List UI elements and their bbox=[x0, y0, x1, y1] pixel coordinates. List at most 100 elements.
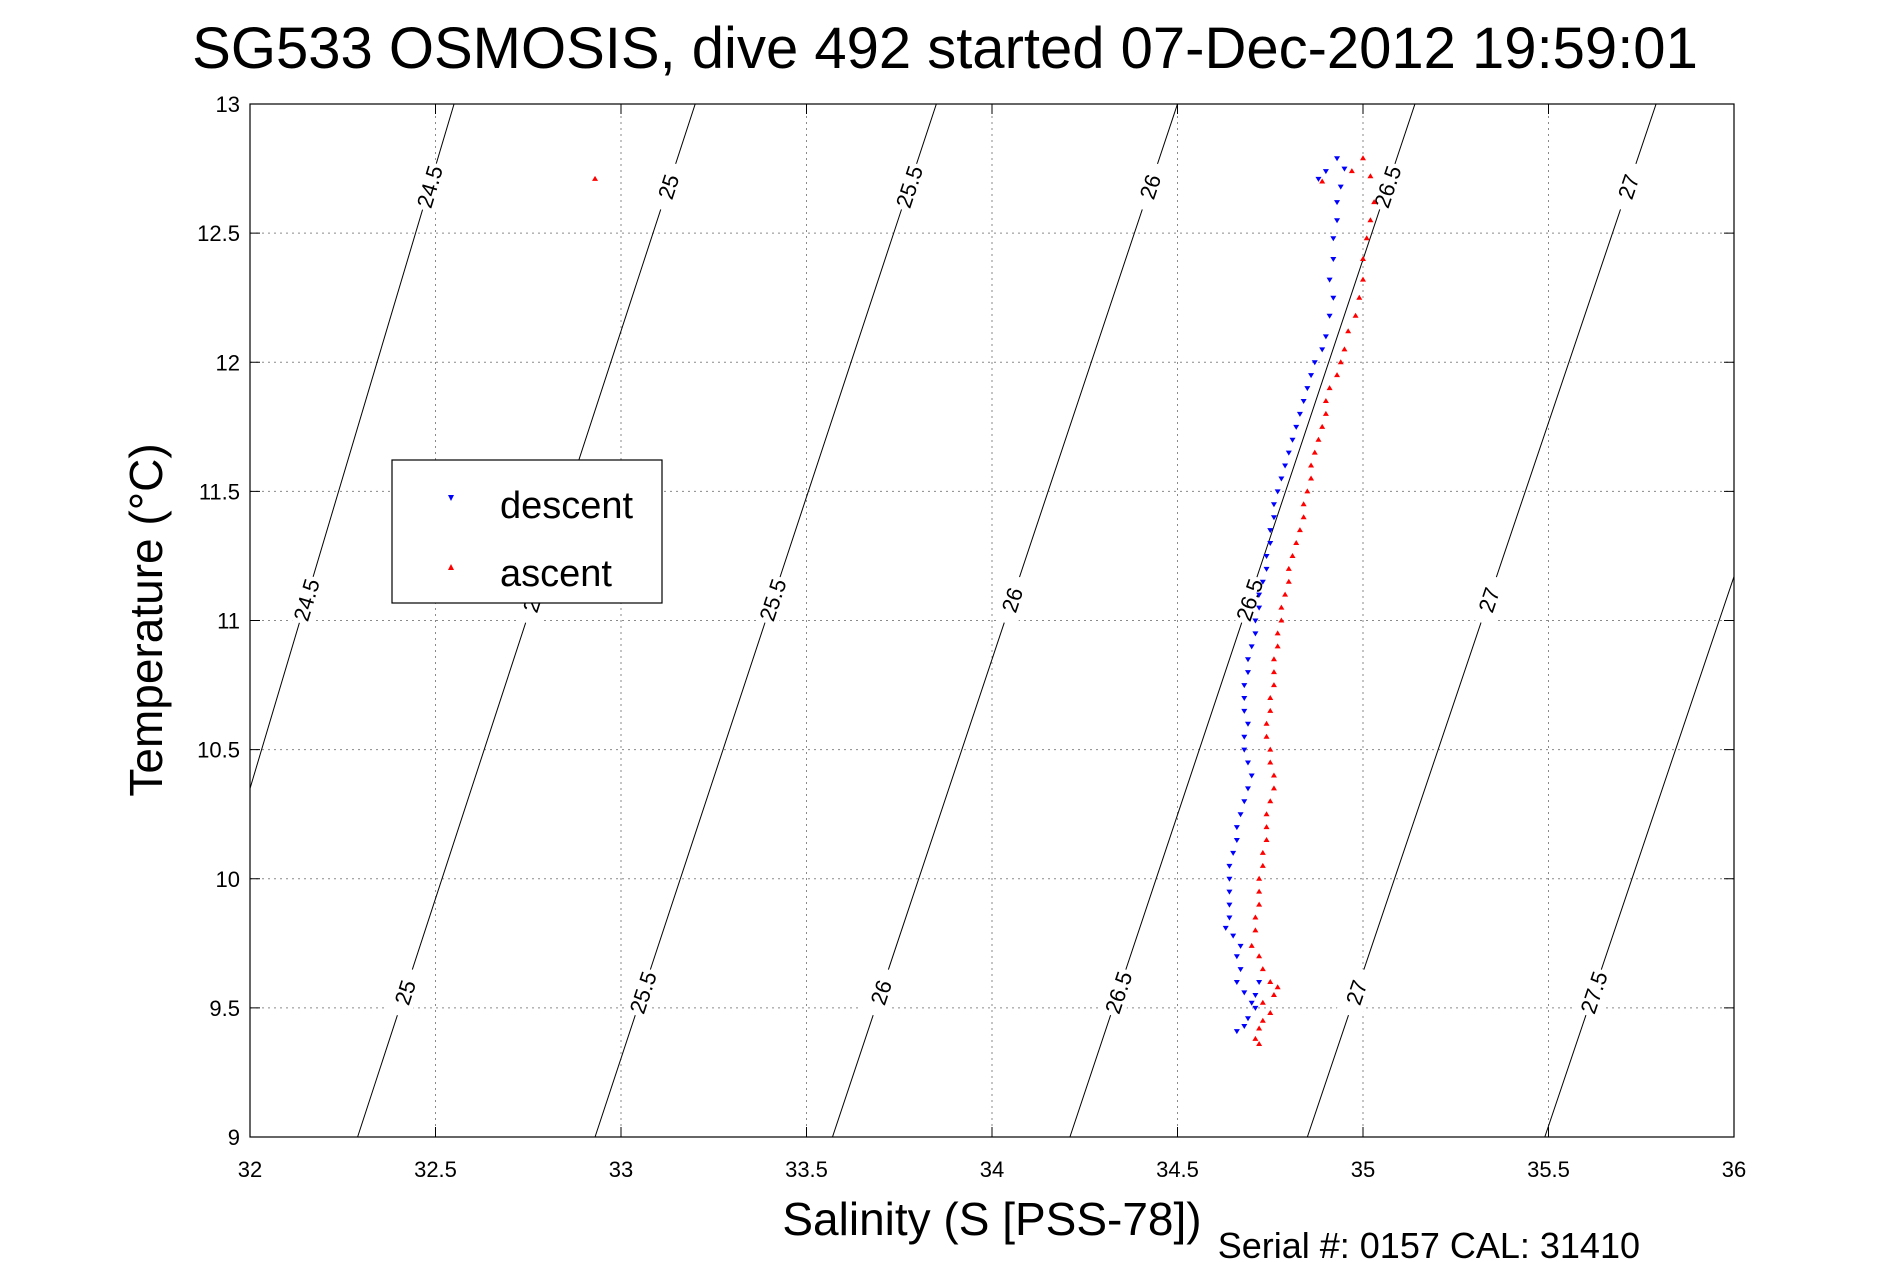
descent-series bbox=[1222, 156, 1348, 1035]
contour-label-bg bbox=[752, 572, 793, 627]
ascent-point bbox=[1270, 656, 1277, 662]
ascent-point bbox=[1319, 423, 1326, 429]
descent-point bbox=[1233, 1029, 1240, 1035]
descent-point bbox=[1230, 933, 1237, 939]
ascent-point bbox=[1252, 927, 1259, 933]
ascent-point bbox=[1367, 173, 1374, 179]
descent-point bbox=[1252, 992, 1259, 998]
descent-point bbox=[1226, 889, 1233, 895]
ascent-point bbox=[1289, 552, 1296, 558]
contour-label-bg bbox=[648, 159, 689, 214]
ascent-point bbox=[1259, 1017, 1266, 1023]
descent-point bbox=[1256, 980, 1263, 986]
descent-point bbox=[1241, 799, 1248, 805]
descent-point bbox=[1282, 463, 1289, 469]
descent-point bbox=[1248, 644, 1255, 650]
ascent-point bbox=[1371, 199, 1378, 205]
descent-point bbox=[1222, 925, 1229, 931]
ascent-point bbox=[1282, 591, 1289, 597]
legend: descent ascent bbox=[391, 459, 663, 604]
y-tick-label: 11.5 bbox=[199, 479, 240, 504]
descent-point bbox=[1259, 579, 1266, 585]
descent-point bbox=[1293, 424, 1300, 430]
chart-title: SG533 OSMOSIS, dive 492 started 07-Dec-2… bbox=[192, 16, 1698, 81]
ascent-point bbox=[1267, 707, 1274, 713]
ascent-point bbox=[1308, 475, 1315, 481]
descent-point bbox=[1319, 347, 1326, 353]
y-tick-label: 9 bbox=[228, 1125, 240, 1150]
descent-point bbox=[1244, 721, 1251, 727]
descent-point bbox=[1241, 734, 1248, 740]
descent-point bbox=[1322, 169, 1329, 175]
y-tick-label: 12 bbox=[216, 350, 240, 375]
ascent-point bbox=[1259, 966, 1266, 972]
ascent-point bbox=[1278, 617, 1285, 623]
contour-label-bg bbox=[1336, 965, 1377, 1020]
descent-point bbox=[1233, 980, 1240, 986]
ascent-point bbox=[1319, 178, 1326, 184]
descent-point bbox=[1300, 398, 1307, 404]
y-tick-label: 11 bbox=[217, 609, 240, 634]
descent-point bbox=[1241, 695, 1248, 701]
x-axis-label: Salinity (S [PSS-78]) bbox=[782, 1193, 1201, 1245]
ascent-point bbox=[1274, 643, 1281, 649]
ascent-point bbox=[1267, 798, 1274, 804]
ascent-point bbox=[1256, 875, 1263, 881]
ascent-point bbox=[1267, 694, 1274, 700]
ascent-point bbox=[1252, 1035, 1259, 1041]
legend-ascent-label: ascent bbox=[500, 553, 612, 595]
descent-point bbox=[1330, 236, 1337, 242]
contour-label-bg bbox=[1129, 159, 1170, 214]
ascent-point bbox=[1256, 888, 1263, 894]
descent-point bbox=[1308, 373, 1315, 379]
ascent-point bbox=[1304, 488, 1311, 494]
legend-descent-label: descent bbox=[500, 485, 634, 527]
ascent-point bbox=[1360, 255, 1366, 261]
legend-box bbox=[391, 459, 663, 604]
descent-point bbox=[1285, 450, 1292, 456]
descent-point bbox=[1263, 553, 1270, 559]
ascent-point bbox=[1360, 155, 1366, 161]
ascent-point bbox=[1278, 604, 1285, 610]
descent-point bbox=[1304, 386, 1311, 392]
descent-point bbox=[1226, 902, 1233, 908]
descent-point bbox=[1311, 360, 1318, 366]
descent-point bbox=[1248, 773, 1255, 779]
legend-descent-marker bbox=[448, 495, 454, 501]
ascent-point bbox=[1263, 733, 1270, 739]
contour-label-bg bbox=[1229, 572, 1270, 627]
contour-label-bg bbox=[860, 965, 901, 1020]
descent-point bbox=[1241, 683, 1248, 689]
ascent-point bbox=[1285, 565, 1292, 571]
legend-ascent-marker bbox=[448, 564, 454, 570]
ascent-point bbox=[1360, 276, 1366, 282]
ascent-point bbox=[1248, 942, 1255, 948]
data-layer bbox=[592, 155, 1378, 1047]
descent-point bbox=[1270, 502, 1277, 508]
x-tick-label: 34.5 bbox=[1156, 1157, 1199, 1182]
descent-point bbox=[1230, 850, 1237, 856]
descent-point bbox=[1274, 489, 1281, 495]
descent-point bbox=[1252, 1005, 1259, 1011]
descent-point bbox=[1226, 915, 1233, 921]
contour-label-bg bbox=[622, 965, 663, 1020]
ascent-point bbox=[1300, 514, 1307, 520]
ascent-point bbox=[1256, 1025, 1263, 1031]
descent-point bbox=[1237, 943, 1244, 949]
ascent-point bbox=[1308, 462, 1315, 468]
ascent-point bbox=[1267, 746, 1274, 752]
descent-point bbox=[1244, 657, 1251, 663]
x-tick-label: 36 bbox=[1722, 1157, 1746, 1182]
contour-label-bg bbox=[286, 573, 326, 627]
ascent-point bbox=[1256, 1041, 1263, 1047]
descent-point bbox=[1326, 313, 1333, 319]
descent-point bbox=[1241, 990, 1248, 996]
ascent-point bbox=[1311, 449, 1318, 455]
ascent-point bbox=[592, 175, 599, 181]
descent-point bbox=[1326, 277, 1333, 283]
descent-point bbox=[1226, 863, 1233, 869]
descent-point bbox=[1248, 1000, 1255, 1006]
x-tick-label: 33 bbox=[609, 1157, 633, 1182]
ascent-series bbox=[592, 155, 1378, 1047]
